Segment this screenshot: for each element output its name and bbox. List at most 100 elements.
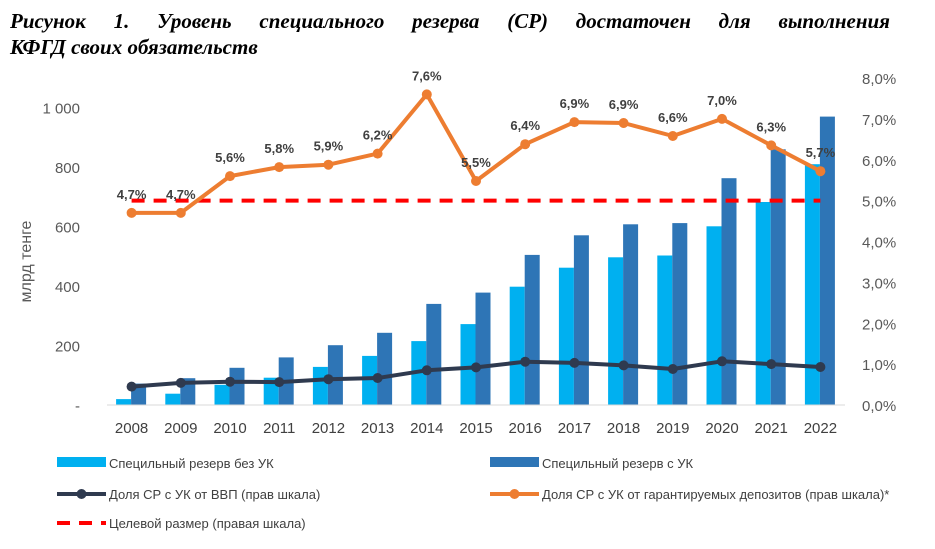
- bar-reserve-with-uk: [377, 332, 393, 405]
- legend-marker: [509, 489, 520, 499]
- data-label: 4,7%: [117, 187, 147, 202]
- deposits-share-point: [618, 118, 629, 128]
- x-tick-label: 2013: [361, 420, 394, 437]
- gdp-share-point: [471, 362, 481, 373]
- line-series: 4,7% 4,7% 5,6% 5,8% 5,9% 6,2% 7,6% 5,5% 6,4% 6,9%…: [117, 68, 836, 392]
- x-tick-label: 2017: [558, 420, 591, 437]
- y-tick-label: 400: [55, 279, 80, 296]
- bar-reserve-with-uk: [819, 116, 835, 405]
- gdp-share-point: [569, 357, 580, 368]
- data-label: 6,9%: [609, 97, 639, 112]
- gdp-share-point: [766, 359, 777, 370]
- bar-reserve-with-uk: [475, 292, 491, 405]
- bar-reserve-with-uk: [623, 224, 639, 405]
- deposits-share-point: [274, 162, 285, 173]
- gdp-share-point: [175, 377, 186, 388]
- deposits-share-point: [175, 207, 186, 218]
- y-tick-label: -: [75, 398, 80, 415]
- legend-swatch: [490, 457, 539, 467]
- bar-reserve-with-uk: [721, 178, 737, 405]
- y2-tick-label: 6,0%: [862, 153, 896, 170]
- x-tick-label: 2021: [755, 420, 788, 437]
- deposits-share-point: [372, 148, 383, 159]
- legend-item: Специльный резерв с УК: [490, 456, 693, 471]
- legend-swatch: [57, 457, 106, 467]
- legend-marker: [76, 489, 87, 499]
- legend-item: Целевой размер (правая шкала): [57, 516, 306, 531]
- x-tick-label: 2016: [509, 420, 542, 437]
- data-label: 5,6%: [215, 150, 245, 165]
- legend: Специльный резерв без УК Специльный резер…: [57, 456, 889, 531]
- left-axis: - 200 400 600 800 1 000 млрд тенге: [18, 101, 80, 415]
- data-label: 7,0%: [707, 93, 737, 108]
- data-label: 5,9%: [314, 139, 344, 154]
- bar-reserve-without-uk: [608, 257, 624, 405]
- legend-item: Доля СР с УК от ВВП (прав шкала): [57, 487, 320, 502]
- x-axis: 2008 2009 2010 2011 2012 2013 2014 2015 2016 2017…: [107, 404, 845, 437]
- legend-item: Доля СР с УК от гарантируемых депозитов …: [490, 487, 889, 502]
- bar-reserve-without-uk: [804, 164, 820, 405]
- x-tick-label: 2011: [263, 420, 295, 437]
- gdp-share-point: [520, 356, 531, 367]
- x-tick-label: 2012: [312, 420, 345, 437]
- data-label: 6,9%: [560, 96, 590, 111]
- y2-tick-label: 0,0%: [862, 398, 896, 415]
- bar-reserve-without-uk: [214, 384, 230, 405]
- x-tick-label: 2010: [213, 420, 246, 437]
- bar-reserve-without-uk: [558, 267, 574, 405]
- bar-reserve-without-uk: [755, 202, 771, 405]
- y-tick-label: 800: [55, 160, 80, 177]
- deposits-share-point: [126, 207, 137, 218]
- bar-reserve-without-uk: [706, 226, 722, 405]
- x-tick-label: 2008: [115, 420, 148, 437]
- deposits-share-point: [815, 166, 826, 177]
- y2-tick-label: 7,0%: [862, 112, 896, 129]
- gdp-share-point: [667, 364, 678, 374]
- deposits-share-point: [421, 89, 432, 100]
- data-label: 6,4%: [510, 118, 540, 133]
- y2-tick-label: 8,0%: [862, 71, 896, 88]
- chart-title-line-1: Рисунок 1. Уровень специального резерва …: [10, 9, 890, 33]
- bar-reserve-without-uk: [460, 324, 476, 405]
- legend-item: Специльный резерв без УК: [57, 456, 274, 471]
- gdp-share-point: [372, 373, 383, 383]
- legend-label: Специльный резерв с УК: [542, 456, 693, 471]
- deposits-share-point: [569, 117, 580, 128]
- bar-reserve-with-uk: [229, 367, 245, 405]
- y2-tick-label: 4,0%: [862, 235, 896, 252]
- y2-tick-label: 3,0%: [862, 275, 896, 292]
- gdp-share-point: [274, 377, 285, 388]
- legend-label: Целевой размер (правая шкала): [109, 516, 306, 531]
- bar-reserve-with-uk: [524, 254, 540, 405]
- bar-reserve-with-uk: [770, 149, 786, 405]
- y-axis-label: млрд тенге: [18, 220, 35, 302]
- legend-label: Специльный резерв без УК: [109, 456, 274, 471]
- y2-tick-label: 1,0%: [862, 357, 896, 374]
- data-label: 4,7%: [166, 187, 196, 202]
- bar-reserve-without-uk: [165, 393, 181, 405]
- bar-reserve-with-uk: [426, 303, 442, 405]
- deposits-share-point: [520, 139, 531, 150]
- legend-label: Доля СР с УК от ВВП (прав шкала): [109, 487, 320, 502]
- bar-reserve-without-uk: [657, 255, 673, 405]
- x-tick-label: 2014: [410, 420, 443, 437]
- gdp-share-point: [717, 356, 727, 367]
- bar-reserve-without-uk: [362, 355, 378, 405]
- x-tick-label: 2018: [607, 420, 640, 437]
- data-label: 5,5%: [461, 155, 491, 170]
- gdp-share-point: [225, 376, 235, 387]
- data-label: 7,6%: [412, 68, 442, 83]
- gdp-share-point: [421, 365, 432, 376]
- data-label: 6,3%: [756, 119, 786, 134]
- bar-reserve-without-uk: [116, 399, 132, 405]
- y2-tick-label: 2,0%: [862, 316, 896, 333]
- x-tick-label: 2019: [656, 420, 689, 437]
- bar-reserve-with-uk: [573, 235, 589, 405]
- data-label: 6,6%: [658, 110, 688, 125]
- gdp-share-point: [323, 374, 334, 385]
- bar-reserve-without-uk: [509, 286, 525, 405]
- deposits-share-point: [766, 140, 777, 151]
- x-tick-label: 2009: [164, 420, 197, 437]
- deposits-share-point: [667, 131, 678, 141]
